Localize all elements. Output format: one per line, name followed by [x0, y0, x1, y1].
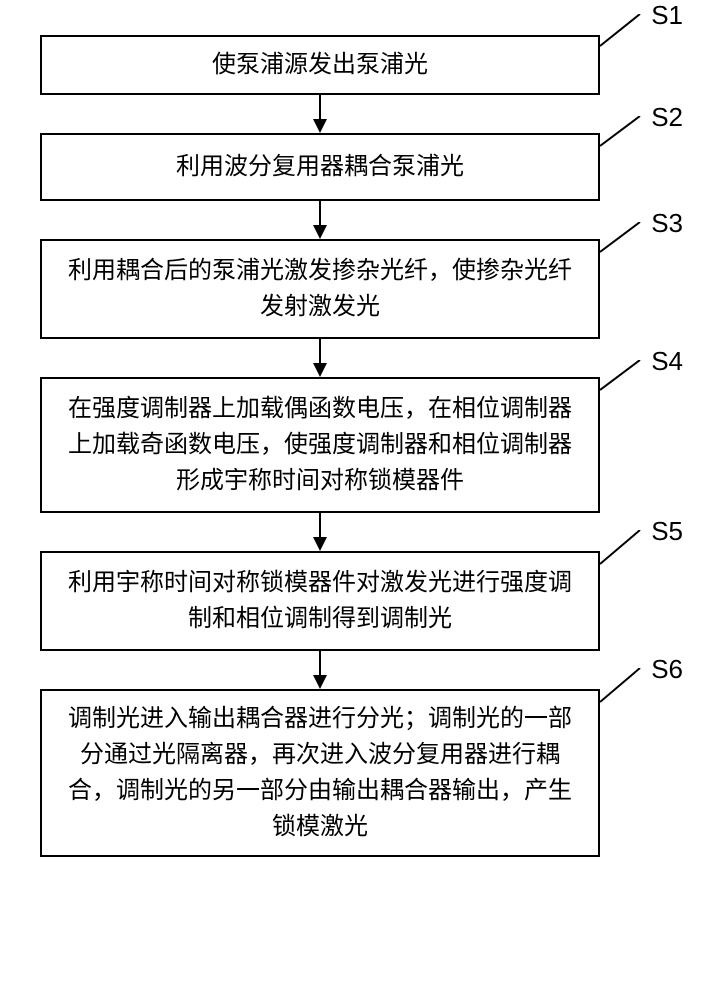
step-label-s2: S2	[651, 102, 683, 133]
step-box-s6: 调制光进入输出耦合器进行分光；调制光的一部分通过光隔离器，再次进入波分复用器进行…	[40, 689, 600, 857]
step-label-s1: S1	[651, 0, 683, 31]
step-box-s2: 利用波分复用器耦合泵浦光	[40, 133, 600, 201]
step-box-s5: 利用宇称时间对称锁模器件对激发光进行强度调制和相位调制得到调制光	[40, 551, 600, 651]
step-text: 利用耦合后的泵浦光激发掺杂光纤，使掺杂光纤发射激发光	[62, 253, 578, 325]
step-text: 使泵浦源发出泵浦光	[212, 47, 428, 83]
step-box-s1: 使泵浦源发出泵浦光	[40, 35, 600, 95]
step-text: 利用波分复用器耦合泵浦光	[176, 149, 464, 185]
step-label-s3: S3	[651, 208, 683, 239]
step-label-s4: S4	[651, 346, 683, 377]
step-label-s6: S6	[651, 654, 683, 685]
flowchart-container: 使泵浦源发出泵浦光 利用波分复用器耦合泵浦光 利用耦合后的泵浦光激发掺杂光纤，使…	[40, 35, 600, 857]
step-box-s4: 在强度调制器上加载偶函数电压，在相位调制器上加载奇函数电压，使强度调制器和相位调…	[40, 377, 600, 513]
step-text: 利用宇称时间对称锁模器件对激发光进行强度调制和相位调制得到调制光	[62, 565, 578, 637]
arrow-down-icon	[40, 339, 600, 377]
step-text: 在强度调制器上加载偶函数电压，在相位调制器上加载奇函数电压，使强度调制器和相位调…	[62, 391, 578, 499]
arrow-down-icon	[40, 201, 600, 239]
step-label-s5: S5	[651, 516, 683, 547]
arrow-down-icon	[40, 95, 600, 133]
step-text: 调制光进入输出耦合器进行分光；调制光的一部分通过光隔离器，再次进入波分复用器进行…	[62, 701, 578, 845]
arrow-down-icon	[40, 513, 600, 551]
step-box-s3: 利用耦合后的泵浦光激发掺杂光纤，使掺杂光纤发射激发光	[40, 239, 600, 339]
arrow-down-icon	[40, 651, 600, 689]
